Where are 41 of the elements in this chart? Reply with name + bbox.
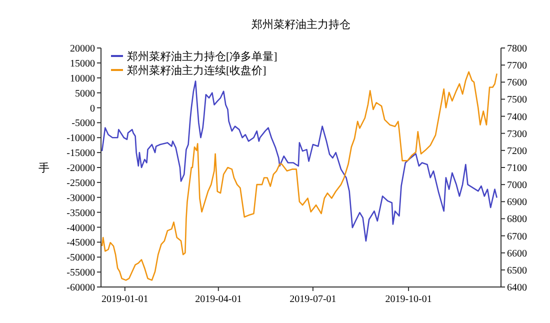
x-tick-label: 2019-10-01 xyxy=(385,294,432,305)
x-tick-label: 2019-04-01 xyxy=(195,294,242,305)
y2-tick-label: 6500 xyxy=(507,265,527,276)
legend-label: 郑州菜籽油主力持仓[净多单量] xyxy=(127,50,278,63)
y-tick-label: 5000 xyxy=(75,88,95,100)
y2-tick-label: 6700 xyxy=(507,231,527,242)
y-tick-label: 0 xyxy=(90,103,95,114)
y2-tick-label: 6800 xyxy=(507,214,527,226)
y2-tick-label: 7100 xyxy=(507,163,527,174)
y2-tick-label: 7500 xyxy=(507,94,527,106)
y2-tick-label: 7700 xyxy=(507,60,527,72)
y2-tick-label: 7600 xyxy=(507,78,527,89)
y2-tick-label: 7300 xyxy=(507,128,527,140)
y2-tick-label: 6900 xyxy=(507,197,527,208)
y-axis-title: 手 xyxy=(38,162,50,174)
y2-tick-label: 6400 xyxy=(507,282,527,294)
y-tick-label: -35000 xyxy=(66,208,95,219)
chart-title: 郑州菜籽油主力持仓 xyxy=(252,18,350,31)
y-tick-label: -60000 xyxy=(66,282,95,294)
y2-tick-label: 7200 xyxy=(507,146,527,157)
y-tick-label: -15000 xyxy=(66,148,95,160)
y-tick-label: 15000 xyxy=(70,58,95,70)
y2-tick-label: 7000 xyxy=(507,180,527,192)
y-tick-label: -25000 xyxy=(66,178,95,189)
y-tick-label: -55000 xyxy=(66,268,95,279)
y2-tick-label: 6600 xyxy=(507,248,527,260)
y2-tick-label: 7800 xyxy=(507,44,527,54)
y-tick-label: -30000 xyxy=(66,192,95,204)
y-tick-label: -20000 xyxy=(66,163,95,174)
line-series xyxy=(101,80,498,242)
y-tick-label: 10000 xyxy=(70,73,95,84)
x-tick-label: 2019-07-01 xyxy=(290,294,336,305)
y-tick-label: -45000 xyxy=(66,238,95,249)
y-tick-label: -40000 xyxy=(66,222,95,234)
legend-label: 郑州菜籽油主力连续[收盘价] xyxy=(127,64,266,77)
y-tick-label: -50000 xyxy=(66,252,95,264)
y-tick-label: 20000 xyxy=(70,44,95,54)
x-tick-label: 2019-01-01 xyxy=(102,294,148,305)
y-tick-label: -5000 xyxy=(72,118,95,130)
y2-tick-label: 7400 xyxy=(507,112,527,123)
y-tick-label: -10000 xyxy=(66,133,95,144)
